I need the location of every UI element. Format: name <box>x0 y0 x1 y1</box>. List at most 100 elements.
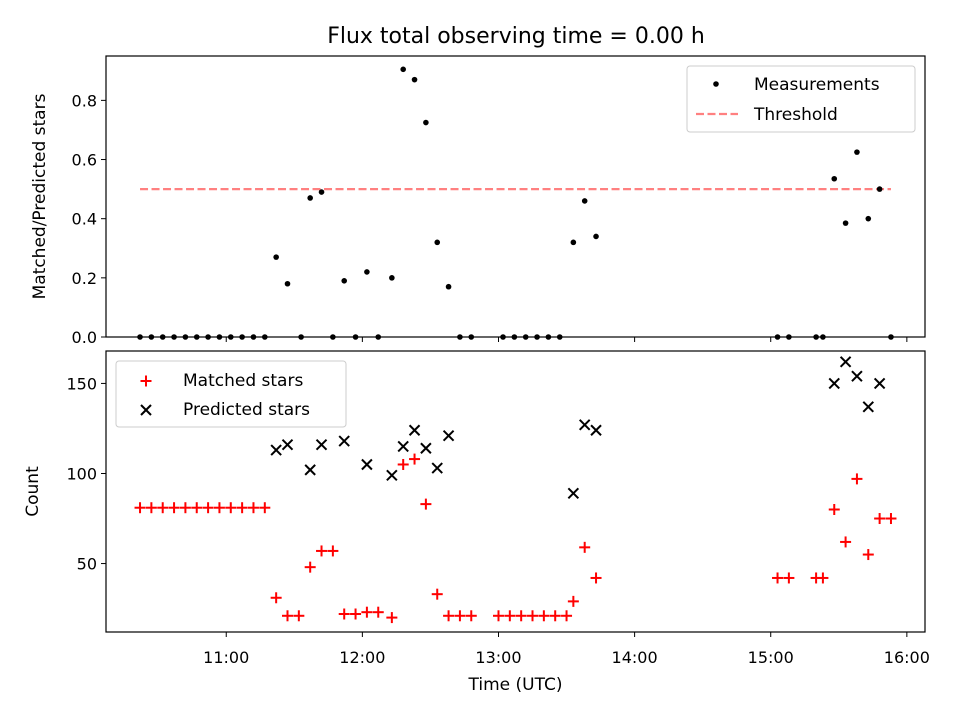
matched-star-point <box>431 588 443 600</box>
matched-star-point <box>247 502 259 514</box>
bottom-ylabel: Count <box>23 466 43 517</box>
matched-star-point <box>874 513 886 525</box>
bottom-xtick-label: 15:00 <box>748 648 794 667</box>
measurement-point <box>364 269 370 275</box>
measurement-point <box>774 334 781 340</box>
predicted-star-point <box>578 419 591 431</box>
predicted-star-point <box>338 435 350 447</box>
matched-star-point <box>579 541 591 553</box>
measurement-point <box>227 334 234 340</box>
bottom-xtick-label: 11:00 <box>203 648 249 667</box>
measurement-point <box>375 334 382 340</box>
measurement-point <box>500 334 506 340</box>
measurement-point <box>250 334 257 340</box>
matched-star-point <box>772 572 784 584</box>
cross-b <box>839 356 852 368</box>
matched-star-point <box>157 502 169 514</box>
legend-measurements-marker <box>713 81 719 87</box>
measurement-point <box>307 195 313 201</box>
measurement-point <box>813 334 819 340</box>
measurement-point <box>570 239 577 246</box>
matched-star-point <box>515 610 527 622</box>
matched-star-point <box>327 545 339 557</box>
predicted-star-point <box>270 444 282 456</box>
matched-star-point <box>504 610 516 622</box>
measurement-point <box>876 186 883 192</box>
bottom-panel: 50 100 150 11:00 12:00 13:00 14:00 15:00 16:00 Co… <box>23 350 930 695</box>
bottom-ytick-label: 150 <box>66 374 97 393</box>
measurement-point <box>820 334 826 340</box>
predicted-star-point <box>386 469 398 481</box>
predicted-star-point <box>304 464 316 476</box>
top-ytick-label: 0.6 <box>72 151 97 170</box>
matched-star-point <box>361 606 373 618</box>
cross-b <box>442 429 455 442</box>
matched-star-point <box>828 504 840 516</box>
measurement-point <box>182 334 189 340</box>
matched-star-point <box>567 595 579 607</box>
measurement-point <box>159 334 166 340</box>
cross-b <box>397 440 409 453</box>
measurement-point <box>786 334 792 340</box>
legend-matched-label: Matched stars <box>183 371 303 391</box>
matched-star-point <box>179 502 191 514</box>
legend-predicted-marker <box>140 404 152 416</box>
matched-star-point <box>561 610 573 622</box>
matched-star-point <box>281 610 293 622</box>
cross-b <box>315 438 328 451</box>
measurement-point <box>445 283 452 290</box>
bottom-xtick-label: 14:00 <box>612 648 658 667</box>
measurement-point <box>411 76 418 83</box>
measurement-point <box>556 334 563 340</box>
predicted-star-point <box>862 401 874 413</box>
bottom-legend-box <box>115 360 347 428</box>
matched-star-point <box>397 458 409 470</box>
measurement-point <box>423 119 429 126</box>
measurement-point <box>854 149 860 155</box>
matched-star-point <box>134 502 146 514</box>
cross-b <box>431 462 443 474</box>
bottom-xlabel: Time (UTC) <box>468 675 563 695</box>
top-legend-box <box>686 65 916 133</box>
measurement-point <box>581 198 588 204</box>
matched-star-point <box>420 498 432 510</box>
top-legend: Measurements Threshold <box>686 65 916 133</box>
measurement-point <box>593 233 599 240</box>
top-ylabel: Matched/Predicted stars <box>30 93 50 299</box>
measurement-point <box>468 334 475 340</box>
matched-star-point <box>862 549 874 561</box>
predicted-star-point <box>442 429 455 442</box>
matched-star-point <box>270 592 282 604</box>
measurement-point <box>171 334 177 340</box>
measurement-point <box>831 175 838 182</box>
predicted-star-point <box>361 458 373 471</box>
cross-b <box>386 469 398 481</box>
predicted-star-point <box>420 442 432 454</box>
bottom-xtick-label: 12:00 <box>339 648 385 667</box>
predicted-star-point <box>828 377 840 390</box>
matched-star-point <box>590 572 602 584</box>
bottom-legend: Matched stars Predicted stars <box>115 360 347 428</box>
bottom-ytick-label: 100 <box>66 464 97 483</box>
measurement-point <box>239 334 245 340</box>
matched-star-point <box>409 453 421 465</box>
matched-star-point <box>840 536 852 548</box>
measurement-point <box>534 334 540 340</box>
cross-b <box>270 444 282 456</box>
matched-star-point <box>817 572 829 584</box>
matched-star-point <box>443 610 455 622</box>
cross-b <box>338 435 350 447</box>
predicted-star-point <box>431 462 443 474</box>
measurement-point <box>522 334 529 340</box>
measurement-point <box>457 334 463 340</box>
cross-b <box>420 442 432 454</box>
top-ytick-label: 0.0 <box>72 328 97 347</box>
bottom-xtick-label: 13:00 <box>475 648 521 667</box>
matched-star-point <box>538 610 550 622</box>
measurement-point <box>137 334 143 340</box>
cross-b <box>281 438 294 451</box>
cross-b <box>851 370 863 382</box>
measurement-point <box>298 334 304 340</box>
measurement-point <box>193 334 200 340</box>
measurement-point <box>262 334 268 340</box>
